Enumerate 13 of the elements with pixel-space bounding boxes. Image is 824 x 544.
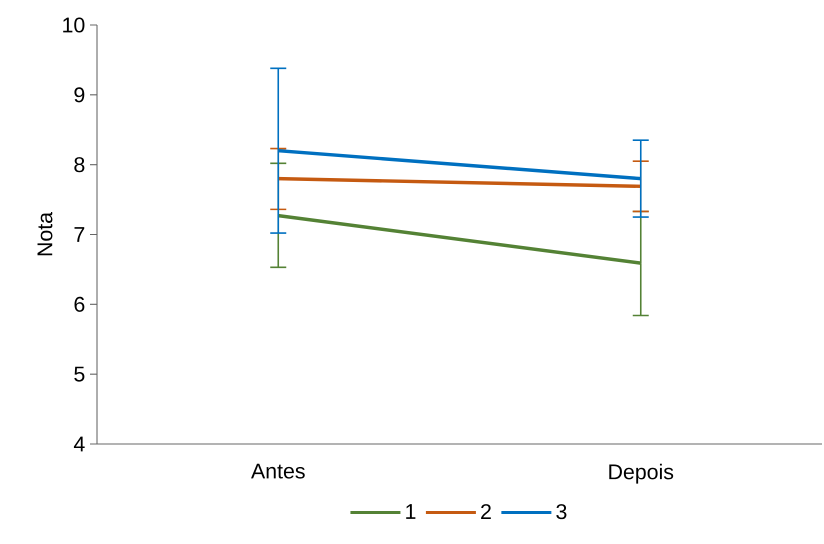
legend-label: 2: [481, 504, 491, 519]
legend-label: 1: [406, 504, 416, 519]
y-tick-label: 7: [74, 227, 84, 242]
y-tick-label: 4: [74, 436, 85, 452]
x-tick-label: Antes: [251, 464, 305, 479]
y-tick-label: 10: [63, 17, 84, 33]
y-tick-label: 6: [74, 296, 84, 312]
y-tick-label: 8: [74, 157, 84, 172]
y-tick-label: 9: [74, 87, 84, 102]
y-tick-label: 5: [74, 366, 84, 382]
y-axis-title: Nota: [38, 212, 52, 256]
legend-label: 3: [556, 504, 566, 520]
x-tick-label: Depois: [609, 464, 674, 484]
